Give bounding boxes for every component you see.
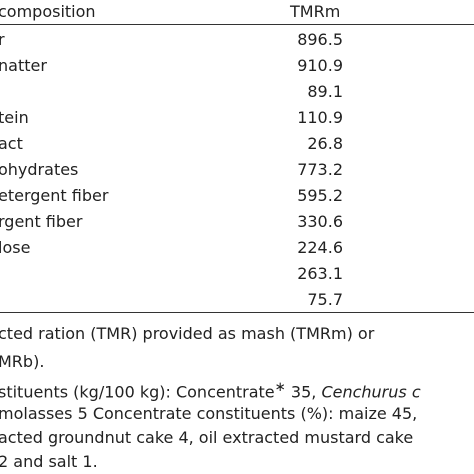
row-value: 26.8 [307,134,343,153]
row-value: 263.1 [297,264,343,283]
footnote-asterisk: ∗ [274,380,286,395]
footnote-line-1: cted ration (TMR) provided as mash (TMRm… [0,324,375,343]
footnote-line-3-text: stituents (kg/100 kg): Concentrate [0,382,275,402]
table-row: ohydrates 773.2 [0,160,474,184]
table-row: 75.7 [0,290,474,314]
row-label: etergent fiber [0,186,109,205]
table-bottom-rule [0,312,474,313]
row-value: 910.9 [297,56,343,75]
table-row: rgent fiber 330.6 [0,212,474,236]
footnote-line-3: stituents (kg/100 kg): Concentrate∗ 35, … [0,380,421,401]
footnote-line-6: 2 and salt 1. [0,452,98,471]
row-label: natter [0,56,47,75]
row-label: act [0,134,23,153]
table-row: 263.1 [0,264,474,288]
header-tmrm: TMRm [290,2,341,21]
table-top-rule [0,24,474,25]
header-composition: composition [0,2,96,21]
table-row: etergent fiber 595.2 [0,186,474,210]
table-row: 89.1 [0,82,474,106]
footnote-line-4: molasses 5 Concentrate constituents (%):… [0,404,418,423]
row-value: 110.9 [297,108,343,127]
footnote-line-3-species: Cenchurus c [321,382,421,402]
table-row: r 896.5 [0,30,474,54]
row-label: tein [0,108,29,127]
table-row: lose 224.6 [0,238,474,262]
row-label: lose [0,238,31,257]
row-value: 330.6 [297,212,343,231]
row-label: ohydrates [0,160,79,179]
table-row: act 26.8 [0,134,474,158]
footnote-line-2: MRb). [0,352,45,371]
table-row: natter 910.9 [0,56,474,80]
row-value: 896.5 [297,30,343,49]
row-label: rgent fiber [0,212,83,231]
row-value: 773.2 [297,160,343,179]
row-value: 595.2 [297,186,343,205]
row-value: 224.6 [297,238,343,257]
footnote-line-3-amount: 35, [290,382,317,402]
row-label: r [0,30,5,49]
footnote-line-5: acted groundnut cake 4, oil extracted mu… [0,428,414,447]
row-value: 89.1 [307,82,343,101]
row-value: 75.7 [307,290,343,309]
table-row: tein 110.9 [0,108,474,132]
